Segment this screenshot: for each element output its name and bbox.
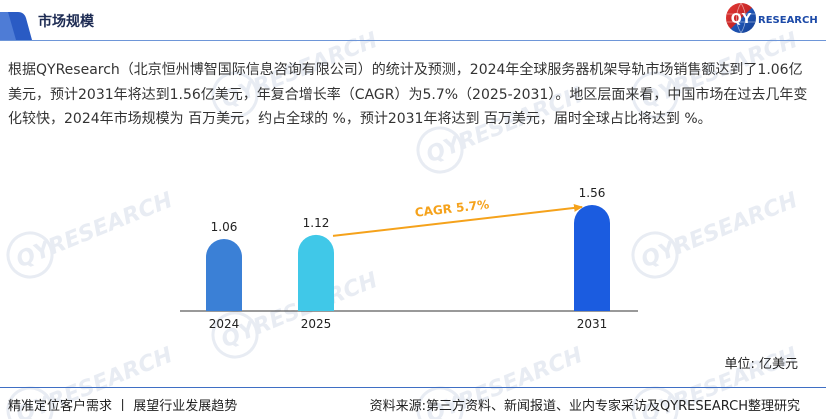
watermark-globe-icon bbox=[631, 386, 679, 419]
market-summary-paragraph: 根据QYResearch（北京恒州博智国际信息咨询有限公司）的统计及预测，202… bbox=[8, 62, 808, 127]
data-label-2024: 1.06 bbox=[211, 220, 238, 234]
logo-qy-text: QY bbox=[731, 12, 752, 27]
bar-2025 bbox=[298, 234, 334, 311]
watermark-globe-icon bbox=[631, 231, 679, 279]
page-title: 市场规模 bbox=[38, 14, 94, 30]
x-tick-label-2025: 2025 bbox=[301, 317, 332, 331]
header-tab-icon bbox=[0, 12, 32, 40]
header-divider bbox=[0, 40, 826, 41]
data-label-2025: 1.12 bbox=[303, 216, 330, 230]
watermark-globe-icon bbox=[631, 71, 679, 119]
x-tick-label-2031: 2031 bbox=[577, 317, 608, 331]
data-label-2031: 1.56 bbox=[579, 186, 606, 200]
footer-source: 资料来源:第三方资料、新闻报道、业内专家采访及QYRESEARCH整理研究 bbox=[369, 399, 800, 414]
logo-research-text: RESEARCH bbox=[758, 15, 818, 26]
watermark-globe-icon bbox=[6, 386, 54, 419]
watermark-globe-icon bbox=[211, 311, 259, 359]
logo-globe-meridian-icon bbox=[727, 2, 755, 34]
bar-2024 bbox=[206, 238, 242, 311]
cagr-arrow bbox=[332, 203, 583, 237]
qyresearch-logo: QY RESEARCH bbox=[726, 2, 818, 34]
cagr-label: CAGR 5.7% bbox=[414, 197, 490, 220]
x-tick-label-2024: 2024 bbox=[209, 317, 240, 331]
footer-divider bbox=[0, 387, 826, 388]
bar-2031 bbox=[574, 205, 610, 311]
watermark-globe-icon bbox=[211, 71, 259, 119]
watermark-globe-icon bbox=[416, 386, 464, 419]
market-size-bar-chart: 1.06 2024 1.12 2025 1.56 2031 CAGR 5.7% bbox=[180, 186, 638, 331]
unit-label: 单位: 亿美元 bbox=[724, 357, 798, 372]
watermark-globe-icon bbox=[6, 231, 54, 279]
footer-slogan: 精准定位客户需求 丨 展望行业发展趋势 bbox=[8, 399, 238, 414]
logo-globe-icon bbox=[726, 3, 756, 33]
watermark-globe-icon bbox=[416, 126, 464, 174]
header-tab-highlight bbox=[0, 12, 16, 40]
